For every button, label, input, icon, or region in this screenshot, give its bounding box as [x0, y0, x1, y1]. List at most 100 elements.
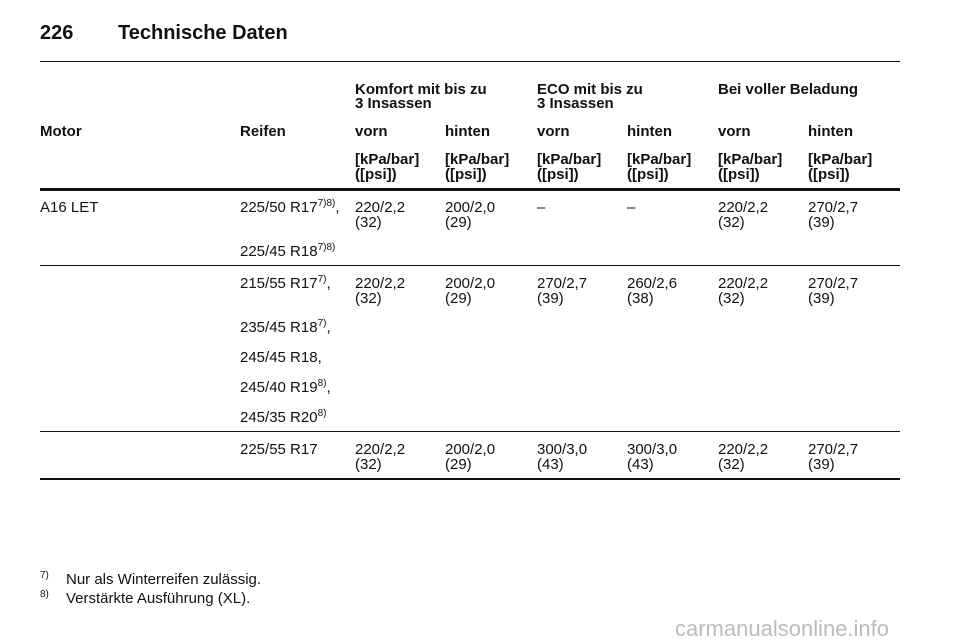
rule — [40, 265, 900, 266]
pressure: (32) — [718, 214, 745, 231]
pressure: (39) — [808, 456, 835, 473]
column-header: vorn — [537, 123, 570, 140]
separator: , — [326, 379, 331, 396]
pressure: 220/2,2 — [355, 275, 406, 292]
pressure: 260/2,6 — [627, 275, 678, 292]
tire-size: 235/45 R187), — [240, 318, 331, 336]
pressure: 200/2,0 — [445, 441, 496, 458]
footnote-mark: 7) — [40, 570, 49, 581]
group-header: ECO mit bis zu — [537, 81, 643, 98]
tire-name: 225/45 R18 — [240, 243, 318, 260]
page-title: Technische Daten — [118, 22, 288, 44]
tire-size: 225/45 R187)8) — [240, 242, 336, 260]
unit-header: [kPa/bar] — [718, 151, 783, 168]
separator: , — [335, 199, 340, 216]
footnote-ref: 8) — [317, 378, 327, 389]
rule — [40, 431, 900, 432]
pressure: 200/2,0 — [445, 199, 496, 216]
tire-size: 225/50 R177)8), — [240, 198, 340, 216]
pressure: (32) — [355, 290, 382, 307]
group-header: Bei voller Beladung — [718, 81, 859, 98]
pressure: (32) — [355, 456, 382, 473]
pressure: 270/2,7 — [808, 199, 859, 216]
pressure: 200/2,0 — [445, 275, 496, 292]
rule — [40, 61, 900, 62]
footnote-ref: 8) — [317, 408, 327, 419]
pressure: 270/2,7 — [808, 275, 859, 292]
column-header: hinten — [627, 123, 672, 140]
pressure: (39) — [537, 290, 564, 307]
pressure: 220/2,2 — [355, 199, 406, 216]
tire-name: 245/35 R20 — [240, 409, 318, 426]
pressure: 270/2,7 — [537, 275, 588, 292]
separator: , — [326, 275, 331, 292]
separator: , — [317, 349, 322, 366]
engine: A16 LET — [40, 199, 99, 216]
footnote-ref: 7)8) — [317, 198, 336, 209]
pressure: (32) — [355, 214, 382, 231]
footnote-text: Verstärkte Ausführung (XL). — [66, 590, 251, 607]
group-header: 3 Insassen — [355, 95, 432, 112]
unit-header: [kPa/bar] — [627, 151, 692, 168]
unit-header: ([psi]) — [537, 166, 579, 183]
footnote-ref: 7)8) — [317, 242, 336, 253]
pressure: – — [627, 199, 636, 216]
pressure: 300/3,0 — [537, 441, 588, 458]
rule — [40, 478, 900, 480]
tire-name: 225/55 R17 — [240, 441, 318, 458]
pressure: – — [537, 199, 546, 216]
unit-header: ([psi]) — [718, 166, 760, 183]
tire-size: 245/35 R208) — [240, 408, 327, 426]
pressure: (43) — [627, 456, 654, 473]
pressure: 220/2,2 — [718, 199, 769, 216]
unit-header: [kPa/bar] — [445, 151, 510, 168]
pressure: 270/2,7 — [808, 441, 859, 458]
unit-header: ([psi]) — [627, 166, 669, 183]
tire-name: 245/45 R18 — [240, 349, 318, 366]
unit-header: [kPa/bar] — [808, 151, 873, 168]
rule — [40, 188, 900, 191]
unit-header: [kPa/bar] — [355, 151, 420, 168]
footnote-ref: 7) — [317, 318, 327, 329]
pressure: (39) — [808, 290, 835, 307]
column-header: hinten — [808, 123, 853, 140]
tire-name: 245/40 R19 — [240, 379, 318, 396]
unit-header: ([psi]) — [808, 166, 850, 183]
pressure: (29) — [445, 214, 472, 231]
group-header: Komfort mit bis zu — [355, 81, 487, 98]
pressure: (39) — [808, 214, 835, 231]
pressure: 220/2,2 — [718, 441, 769, 458]
pressure: (29) — [445, 290, 472, 307]
pressure: (32) — [718, 456, 745, 473]
page-number: 226 — [40, 22, 74, 44]
unit-header: [kPa/bar] — [537, 151, 602, 168]
footnote-mark: 8) — [40, 589, 49, 600]
footnote-ref: 7) — [317, 274, 327, 285]
tire-size: 225/55 R17 — [240, 442, 318, 458]
tire-name: 225/50 R17 — [240, 199, 318, 216]
separator: , — [326, 319, 331, 336]
column-header: vorn — [718, 123, 751, 140]
pressure: 220/2,2 — [718, 275, 769, 292]
tire-name: 215/55 R17 — [240, 275, 318, 292]
column-header: Motor — [40, 123, 82, 140]
unit-header: ([psi]) — [355, 166, 397, 183]
tire-size: 215/55 R177), — [240, 274, 331, 292]
tire-name: 235/45 R18 — [240, 319, 318, 336]
pressure: (29) — [445, 456, 472, 473]
pressure: (43) — [537, 456, 564, 473]
footnote-text: Nur als Winterreifen zulässig. — [66, 571, 262, 588]
pressure: 300/3,0 — [627, 441, 678, 458]
column-header: Reifen — [240, 123, 286, 140]
watermark: carmanualsonline.info — [675, 616, 890, 641]
pressure: 220/2,2 — [355, 441, 406, 458]
unit-header: ([psi]) — [445, 166, 487, 183]
pressure: (38) — [627, 290, 654, 307]
column-header: hinten — [445, 123, 490, 140]
pressure: (32) — [718, 290, 745, 307]
tire-size: 245/45 R18, — [240, 350, 322, 366]
column-header: vorn — [355, 123, 388, 140]
tire-size: 245/40 R198), — [240, 378, 331, 396]
group-header: 3 Insassen — [537, 95, 614, 112]
